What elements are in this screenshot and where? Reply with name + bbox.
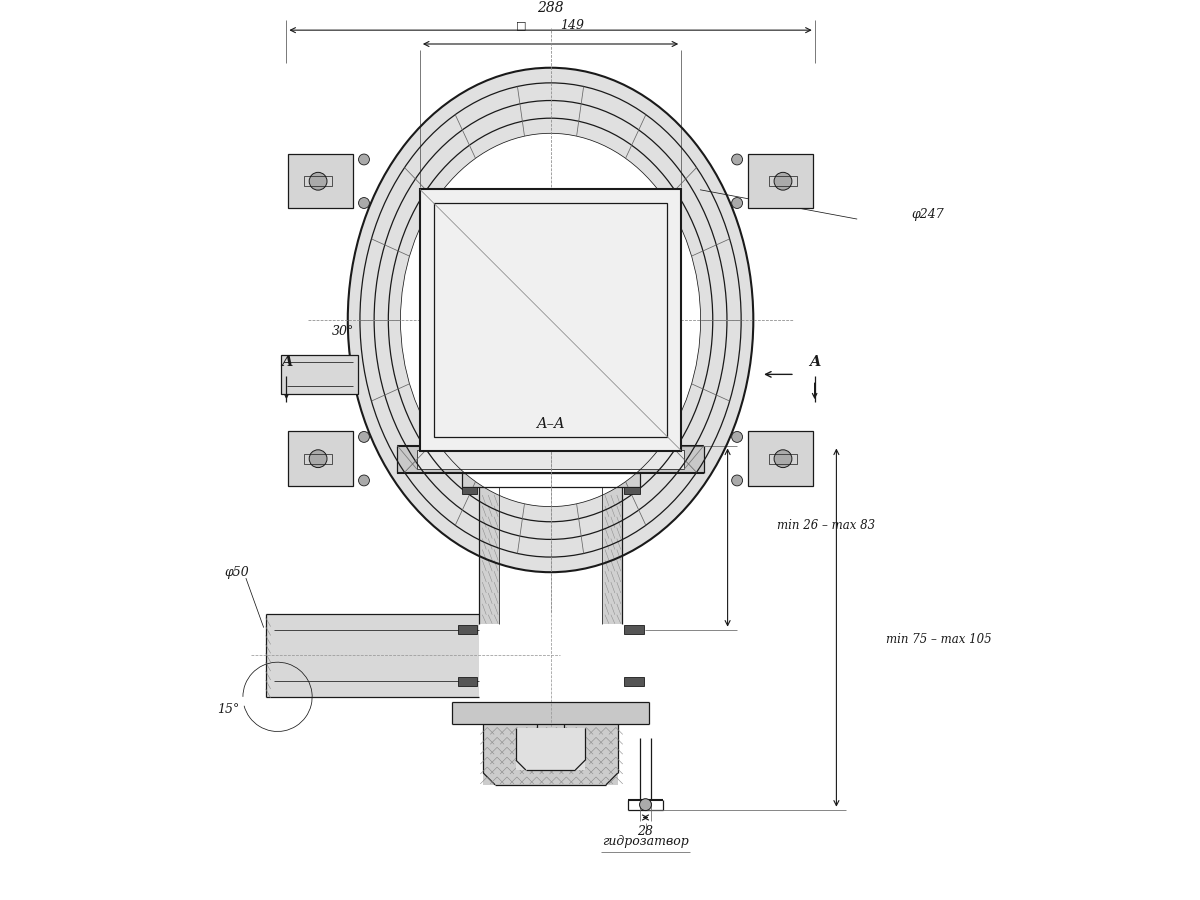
Circle shape [732, 198, 743, 209]
FancyBboxPatch shape [624, 625, 643, 634]
FancyBboxPatch shape [457, 677, 478, 686]
FancyBboxPatch shape [516, 728, 586, 770]
Text: min 75 – max 105: min 75 – max 105 [886, 633, 991, 646]
Circle shape [640, 798, 652, 811]
FancyBboxPatch shape [457, 625, 478, 634]
Circle shape [310, 172, 326, 190]
FancyBboxPatch shape [282, 355, 358, 394]
Text: 28: 28 [637, 824, 654, 838]
FancyBboxPatch shape [484, 724, 618, 785]
Circle shape [359, 475, 370, 486]
Text: min 26 – max 83: min 26 – max 83 [778, 519, 875, 532]
Text: φ247: φ247 [912, 208, 944, 220]
Circle shape [732, 154, 743, 165]
Circle shape [732, 431, 743, 443]
FancyBboxPatch shape [749, 154, 812, 209]
Circle shape [359, 431, 370, 443]
Text: □: □ [516, 20, 526, 31]
Circle shape [732, 475, 743, 486]
FancyBboxPatch shape [749, 431, 812, 486]
Text: гидрозатвор: гидрозатвор [602, 834, 689, 848]
Text: φ50: φ50 [224, 566, 248, 579]
Circle shape [359, 198, 370, 209]
Text: 30°: 30° [331, 325, 354, 338]
FancyBboxPatch shape [479, 487, 499, 624]
Ellipse shape [401, 133, 701, 507]
Circle shape [774, 450, 792, 468]
Ellipse shape [348, 68, 754, 572]
Circle shape [359, 154, 370, 165]
FancyBboxPatch shape [462, 473, 640, 487]
FancyBboxPatch shape [397, 446, 704, 473]
Text: 149: 149 [560, 19, 584, 32]
Text: A–A: A–A [536, 417, 565, 431]
FancyBboxPatch shape [420, 189, 682, 451]
Text: 288: 288 [538, 2, 564, 15]
Text: A: A [809, 355, 821, 368]
FancyBboxPatch shape [420, 189, 682, 451]
Text: A: A [281, 355, 292, 368]
Circle shape [774, 172, 792, 190]
FancyBboxPatch shape [624, 677, 643, 686]
FancyBboxPatch shape [265, 614, 479, 697]
Circle shape [310, 450, 326, 468]
Text: 15°: 15° [217, 703, 239, 716]
FancyBboxPatch shape [418, 449, 684, 469]
FancyBboxPatch shape [462, 487, 478, 494]
FancyBboxPatch shape [624, 487, 640, 494]
FancyBboxPatch shape [602, 487, 622, 624]
FancyBboxPatch shape [451, 702, 649, 724]
FancyBboxPatch shape [288, 154, 353, 209]
FancyBboxPatch shape [288, 431, 353, 486]
